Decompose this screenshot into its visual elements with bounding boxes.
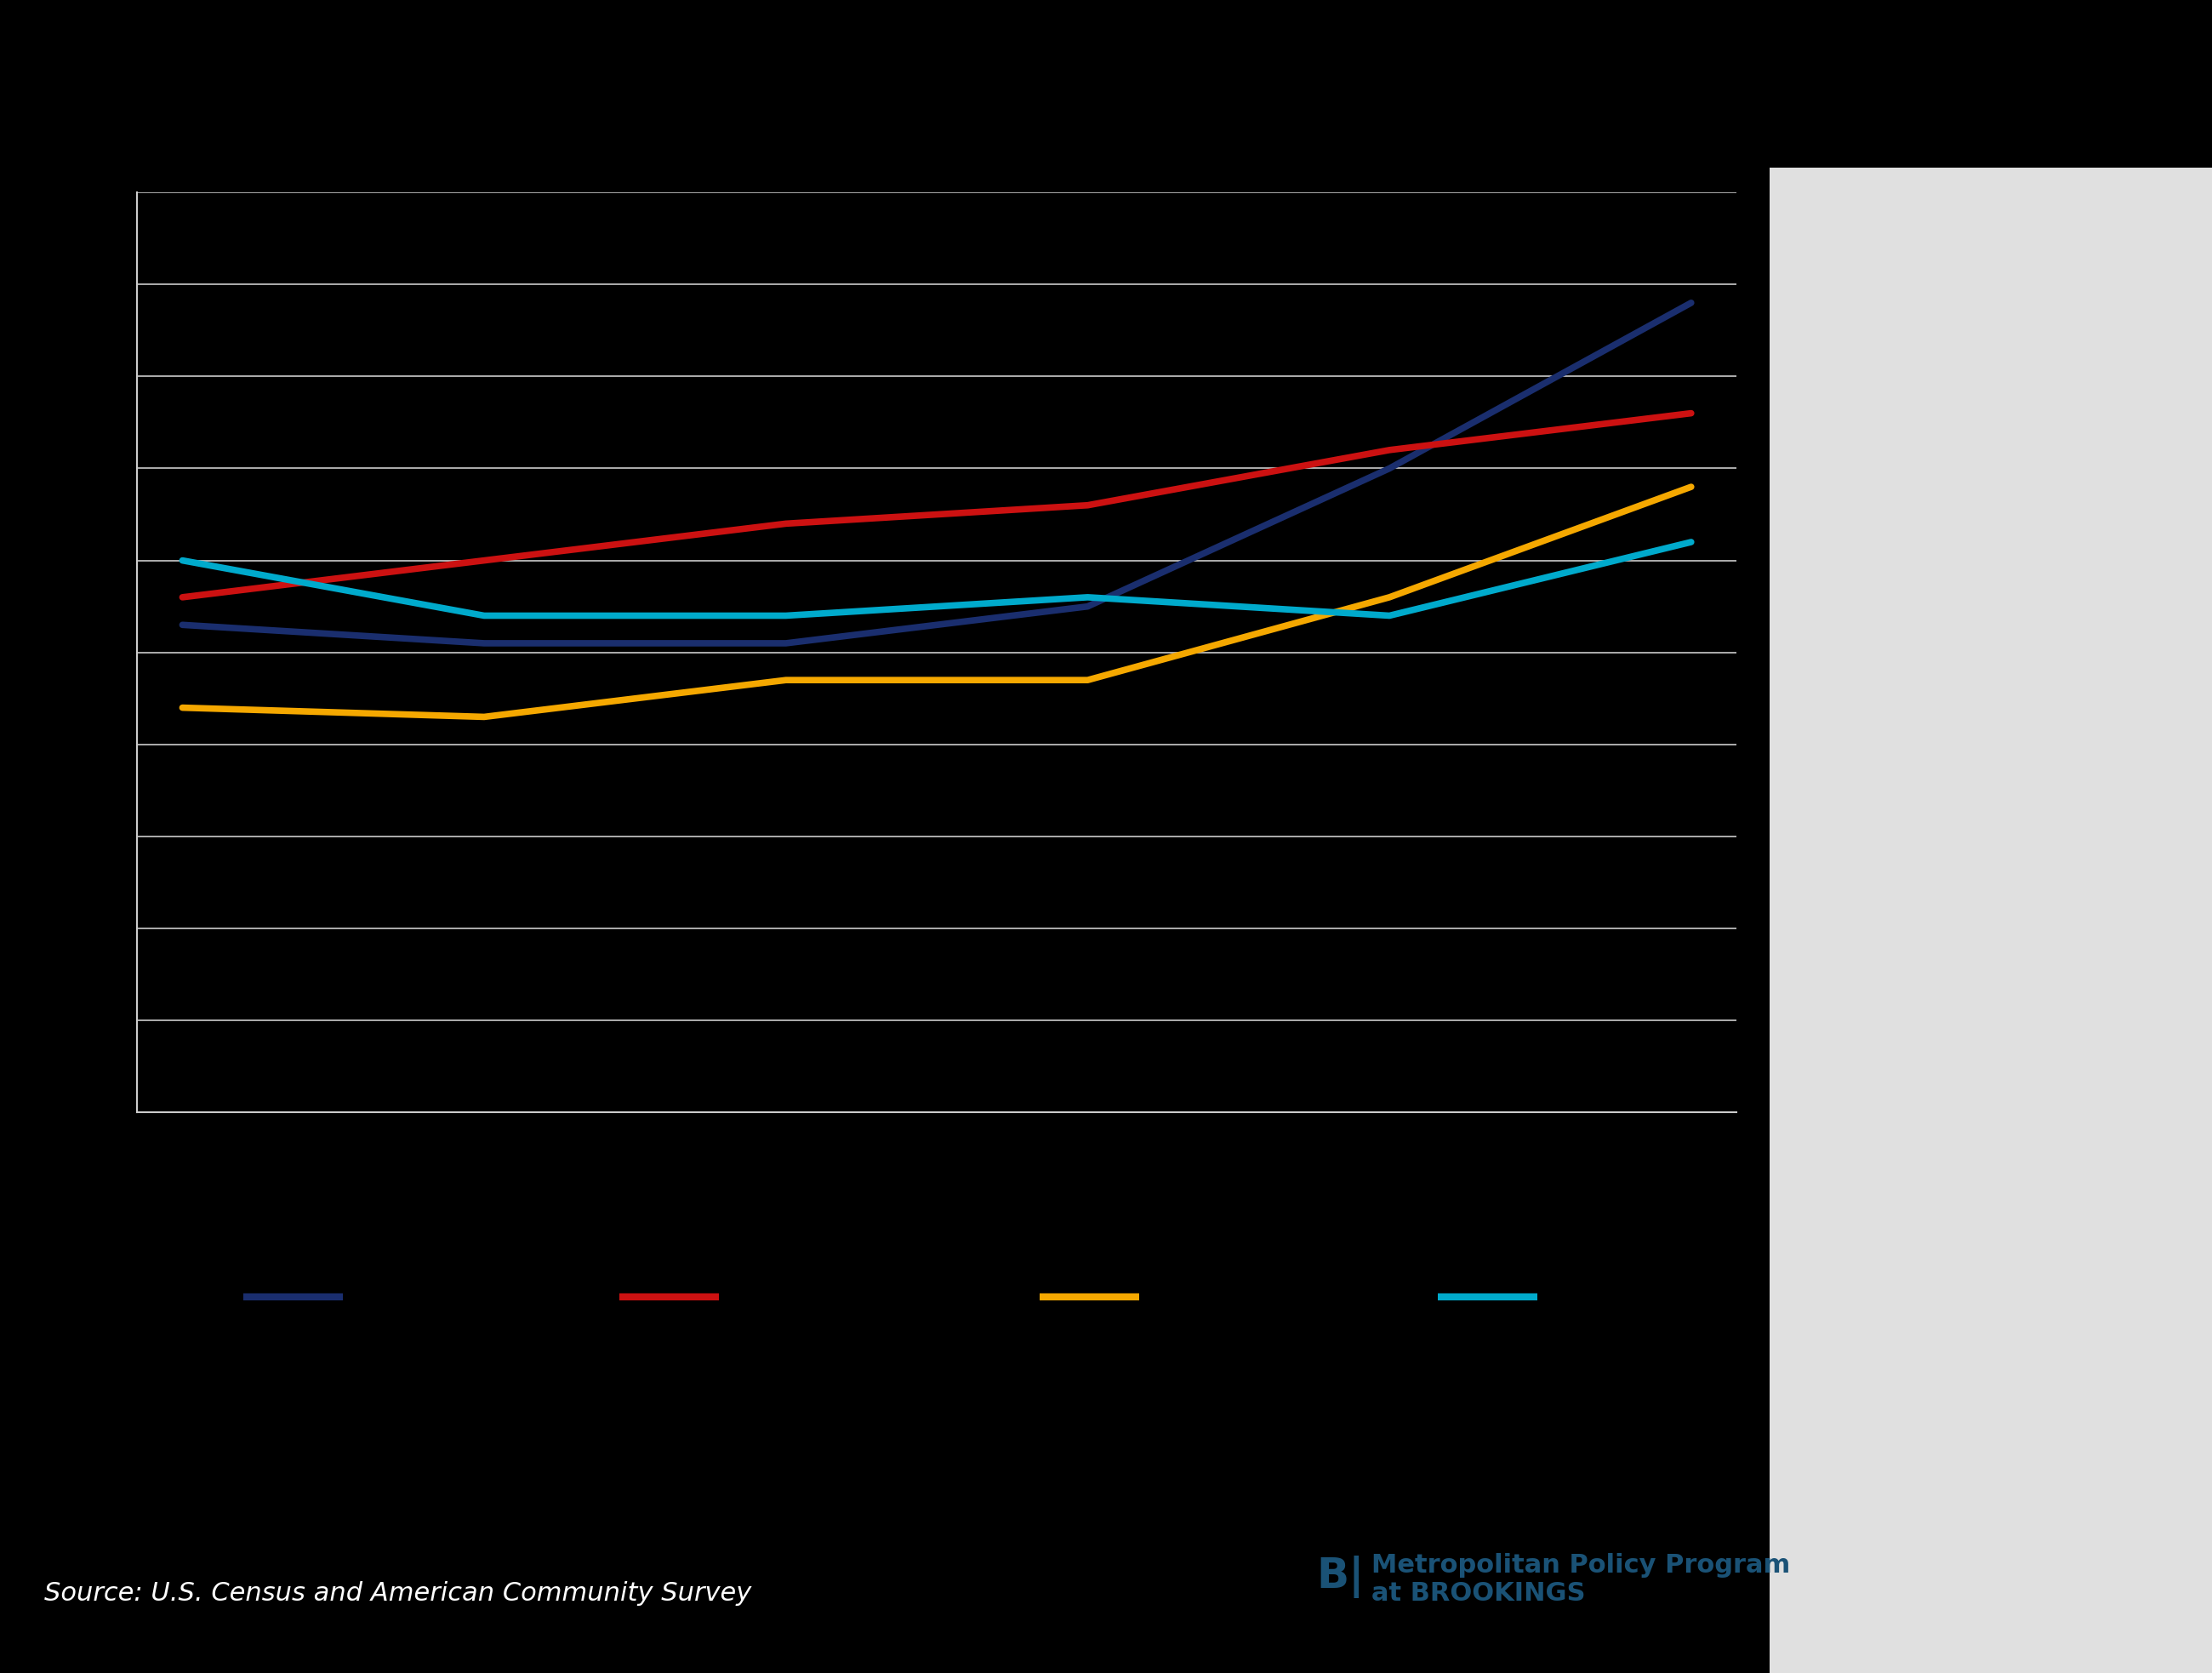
Text: Metropolitan Policy Program
at BROOKINGS: Metropolitan Policy Program at BROOKINGS bbox=[1371, 1553, 1790, 1606]
Text: B|: B| bbox=[1316, 1556, 1365, 1598]
Text: Source: U.S. Census and American Community Survey: Source: U.S. Census and American Communi… bbox=[44, 1581, 752, 1606]
